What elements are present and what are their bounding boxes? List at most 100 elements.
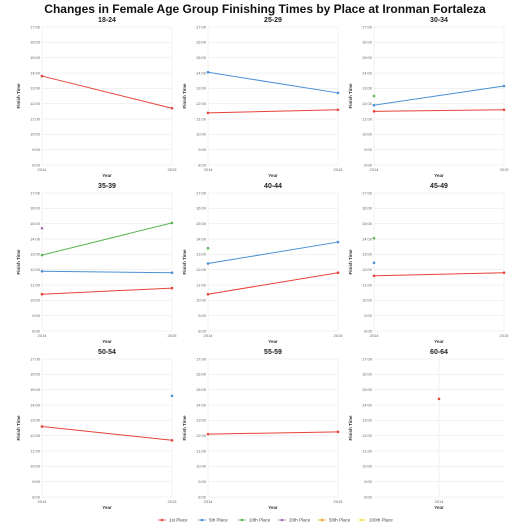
panel-title: 55-59	[264, 349, 282, 356]
panels-group: 18-24 8:00 9:00 10:00 11:00 12:00 13:00 14:00 15…	[16, 17, 509, 510]
y-tick-label: 14:00	[362, 402, 373, 407]
y-tick-label: 15:00	[362, 221, 373, 226]
y-tick-label: 16:00	[196, 40, 207, 45]
y-tick-label: 15:00	[30, 221, 41, 226]
y-tick-label: 17:00	[30, 190, 41, 195]
y-tick-label: 11:00	[196, 282, 206, 287]
x-tick-label: 2015	[334, 499, 344, 504]
x-axis-label: Year	[434, 173, 444, 178]
panel-35-39: 35-39 8:00 9:00 10:00 11:00 12:00 13:00 14:00 15…	[16, 183, 177, 344]
data-point-1st-place	[372, 274, 376, 278]
y-tick-label: 14:00	[362, 236, 373, 241]
y-tick-label: 10:00	[196, 132, 207, 137]
y-tick-label: 12:00	[196, 267, 207, 272]
y-tick-label: 15:00	[30, 387, 41, 392]
y-tick-label: 14:00	[30, 70, 41, 75]
panel-title: 40-44	[264, 183, 282, 190]
y-tick-label: 8:00	[364, 162, 373, 167]
y-tick-label: 9:00	[198, 313, 207, 318]
y-tick-label: 16:00	[30, 40, 41, 45]
y-tick-label: 15:00	[362, 55, 373, 60]
y-tick-label: 12:00	[196, 433, 207, 438]
x-tick-label: 2015	[500, 333, 510, 338]
y-tick-label: 9:00	[198, 479, 207, 484]
data-point-1st-place	[206, 111, 210, 115]
y-tick-label: 11:00	[30, 448, 40, 453]
y-axis-label: Finish Time	[348, 249, 353, 274]
x-axis-label: Year	[434, 505, 444, 510]
y-tick-label: 13:00	[196, 86, 207, 91]
y-tick-label: 10:00	[196, 464, 207, 469]
y-tick-label: 10:00	[30, 298, 41, 303]
panel-title: 30-34	[430, 17, 448, 24]
y-tick-label: 12:00	[362, 267, 373, 272]
y-tick-label: 15:00	[196, 387, 207, 392]
y-tick-label: 9:00	[364, 147, 373, 152]
y-axis-label: Finish Time	[182, 249, 187, 274]
data-point-10th-place	[170, 221, 174, 225]
y-tick-label: 9:00	[364, 313, 373, 318]
x-tick-label: 2014	[38, 499, 48, 504]
y-tick-label: 15:00	[196, 55, 207, 60]
data-point-1st-place	[40, 425, 44, 428]
x-tick-label: 2015	[334, 333, 344, 338]
y-tick-label: 11:00	[196, 116, 206, 121]
y-tick-label: 16:00	[196, 372, 207, 377]
y-tick-label: 17:00	[30, 24, 41, 29]
x-axis-label: Year	[268, 505, 278, 510]
y-tick-label: 8:00	[198, 494, 207, 499]
x-tick-label: 2015	[168, 167, 178, 172]
y-tick-label: 8:00	[364, 328, 373, 333]
y-tick-label: 11:00	[362, 282, 372, 287]
y-tick-label: 12:00	[30, 101, 41, 106]
y-tick-label: 10:00	[362, 464, 373, 469]
data-point-5th-place	[170, 271, 174, 275]
data-point-5th-place	[170, 394, 174, 398]
y-tick-label: 8:00	[198, 162, 207, 167]
data-point-10th-place	[40, 253, 44, 257]
y-tick-label: 16:00	[362, 206, 373, 211]
y-tick-label: 15:00	[30, 55, 41, 60]
data-point-1st-place	[170, 438, 174, 442]
y-tick-label: 17:00	[362, 24, 373, 29]
legend-label-1st-place: 1st Place	[169, 518, 188, 523]
x-tick-label: 2014	[38, 333, 48, 338]
y-axis-label: Finish Time	[16, 83, 21, 108]
data-point-1st-place	[437, 397, 441, 401]
data-point-10th-place	[372, 94, 376, 98]
data-point-5th-place	[336, 91, 340, 95]
y-tick-label: 16:00	[196, 206, 207, 211]
y-tick-label: 10:00	[362, 298, 373, 303]
x-tick-label: 2014	[370, 333, 380, 338]
y-tick-label: 13:00	[30, 418, 41, 423]
legend-marker-100th-place	[360, 518, 364, 522]
y-tick-label: 11:00	[30, 116, 40, 121]
legend-marker-20th-place	[280, 518, 284, 522]
y-axis-label: Finish Time	[348, 415, 353, 440]
data-point-1st-place	[336, 271, 340, 275]
series-line-1st-place	[207, 109, 339, 114]
panel-title: 45-49	[430, 183, 448, 190]
y-tick-label: 14:00	[196, 236, 207, 241]
y-tick-label: 9:00	[198, 147, 207, 152]
data-point-5th-place	[372, 103, 376, 107]
data-point-1st-place	[40, 74, 44, 78]
data-point-5th-place	[502, 84, 506, 88]
x-tick-label: 2014	[204, 167, 214, 172]
x-tick-label: 2015	[500, 167, 510, 172]
legend-label-10th-place: 10th Place	[249, 518, 271, 523]
y-tick-label: 11:00	[362, 116, 372, 121]
y-tick-label: 13:00	[196, 252, 207, 257]
y-tick-label: 17:00	[362, 356, 373, 361]
y-tick-label: 15:00	[362, 387, 373, 392]
legend-marker-50th-place	[320, 518, 324, 522]
y-tick-label: 10:00	[362, 132, 373, 137]
y-tick-label: 9:00	[32, 313, 41, 318]
y-tick-label: 12:00	[196, 101, 207, 106]
panel-title: 25-29	[264, 17, 282, 24]
x-tick-label: 2015	[334, 167, 344, 172]
series-line-1st-place	[373, 109, 505, 112]
data-point-20th-place	[40, 226, 44, 230]
data-point-5th-place	[206, 70, 210, 74]
x-axis-label: Year	[102, 505, 112, 510]
